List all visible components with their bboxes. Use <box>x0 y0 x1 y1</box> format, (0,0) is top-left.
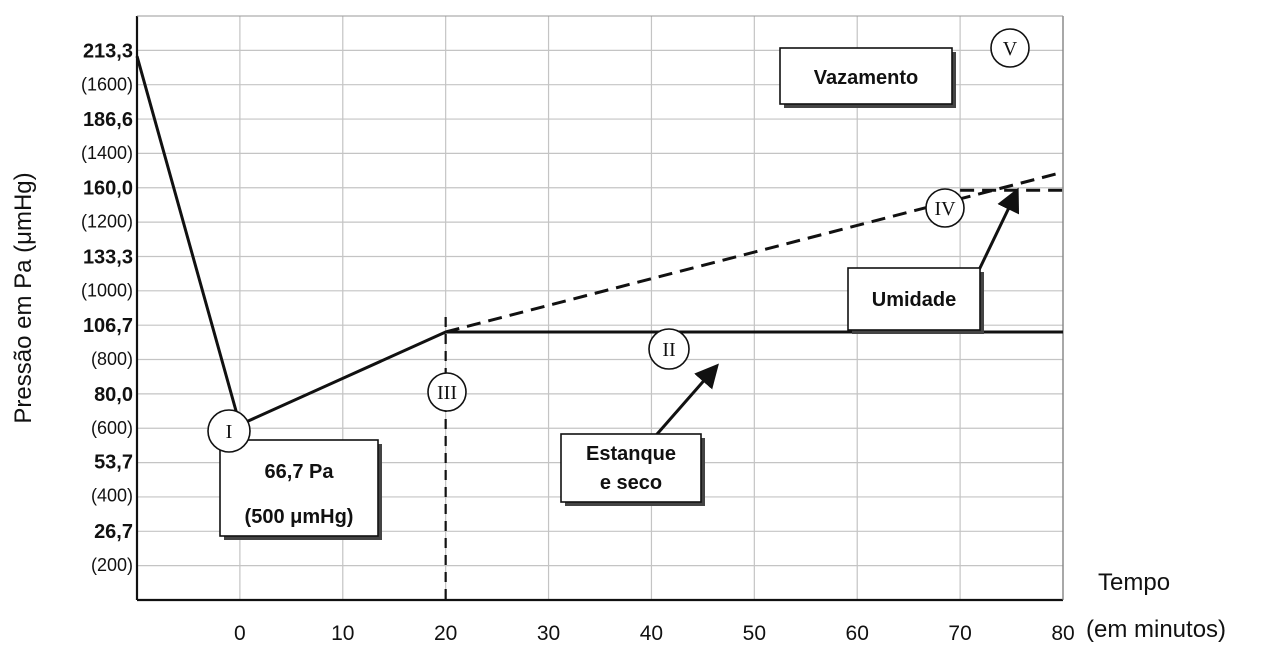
x-tick-label: 20 <box>434 622 457 645</box>
y-tick-label-pa: 213,3 <box>83 40 133 62</box>
x-tick-label: 40 <box>640 622 663 645</box>
marker-label-I: I <box>226 421 233 443</box>
series-lines <box>135 55 1064 427</box>
y-axis-title: Pressão em Pa (μmHg) <box>10 172 37 423</box>
marker-circle-V <box>990 28 1030 68</box>
series-line-solid-0 <box>135 55 1063 427</box>
marker-circle-II <box>648 328 690 370</box>
y-tick-label-pa: 160,0 <box>83 178 133 200</box>
y-tick-label-umhg: (1200) <box>81 212 133 232</box>
axes <box>135 15 1064 602</box>
x-axis-title-line2: (em minutos) <box>1086 616 1226 643</box>
y-tick-label-umhg: (600) <box>91 418 133 438</box>
y-tick-label-umhg: (1600) <box>81 74 133 94</box>
marker-label-III: III <box>437 382 457 404</box>
x-tick-label: 50 <box>743 622 766 645</box>
box-text-pressao-minima: (500 μmHg) <box>245 506 354 528</box>
marker-label-IV: IV <box>934 198 956 220</box>
arrow-estanque <box>649 363 719 442</box>
y-tick-label-umhg: (200) <box>91 555 133 575</box>
x-tick-label: 0 <box>234 622 246 645</box>
y-tick-label-pa: 106,7 <box>83 315 133 337</box>
y-tick-label-pa: 26,7 <box>94 521 133 543</box>
y-tick-labels: 213,3 (1600) 186,6 (1400) 160,0 (1200) 133,3 (1… <box>81 40 133 575</box>
x-tick-label: 30 <box>537 622 560 645</box>
box-text-vazamento: Vazamento <box>814 67 918 89</box>
box-pressao-minima <box>219 439 379 537</box>
arrow-umidade <box>977 187 1020 271</box>
y-tick-label-pa: 53,7 <box>94 452 133 474</box>
x-tick-label: 80 <box>1051 622 1074 645</box>
marker-circle-III <box>427 372 467 412</box>
box-text-estanque: Estanque <box>586 443 676 465</box>
y-tick-label-pa: 80,0 <box>94 384 133 406</box>
y-tick-label-umhg: (1400) <box>81 143 133 163</box>
y-tick-label-pa: 133,3 <box>83 246 133 268</box>
marker-label-V: V <box>1003 38 1018 60</box>
box-estanque <box>560 433 702 503</box>
annotation-boxes: Vazamento Umidade Estanque e seco 66,7 Pa (50… <box>219 47 984 540</box>
x-tick-label: 10 <box>331 622 354 645</box>
x-tick-labels: 0 10 20 30 40 50 60 70 80 <box>234 622 1075 645</box>
box-vazamento <box>779 47 953 105</box>
y-tick-label-umhg: (800) <box>91 349 133 369</box>
annotation-arrows <box>649 187 1020 442</box>
box-umidade <box>847 267 981 331</box>
x-axis-title-line1: Tempo <box>1098 569 1170 596</box>
marker-circle-I <box>207 409 251 453</box>
box-text-pressao-minima: 66,7 Pa <box>265 461 335 483</box>
y-tick-label-umhg: (1000) <box>81 280 133 300</box>
box-text-estanque: e seco <box>600 472 662 494</box>
marker-circle-IV <box>925 188 965 228</box>
box-text-umidade: Umidade <box>872 289 956 311</box>
x-tick-label: 70 <box>948 622 971 645</box>
y-tick-label-umhg: (400) <box>91 486 133 506</box>
y-tick-label-pa: 186,6 <box>83 109 133 131</box>
marker-label-II: II <box>662 339 675 361</box>
x-tick-label: 60 <box>846 622 869 645</box>
